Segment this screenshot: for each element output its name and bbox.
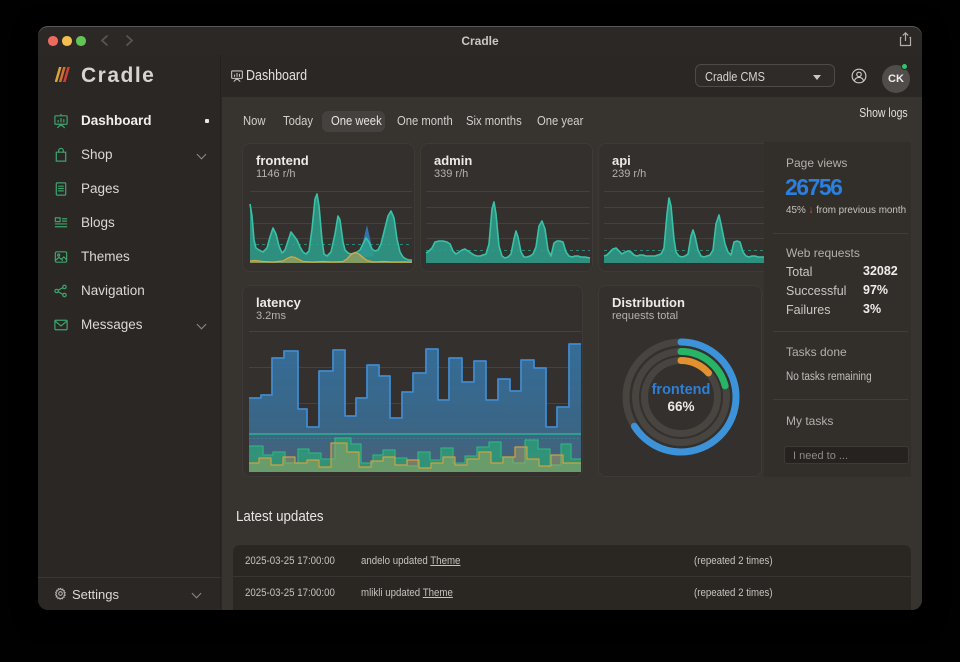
svg-text:frontend: frontend bbox=[652, 382, 711, 398]
svg-text:66%: 66% bbox=[667, 399, 694, 414]
